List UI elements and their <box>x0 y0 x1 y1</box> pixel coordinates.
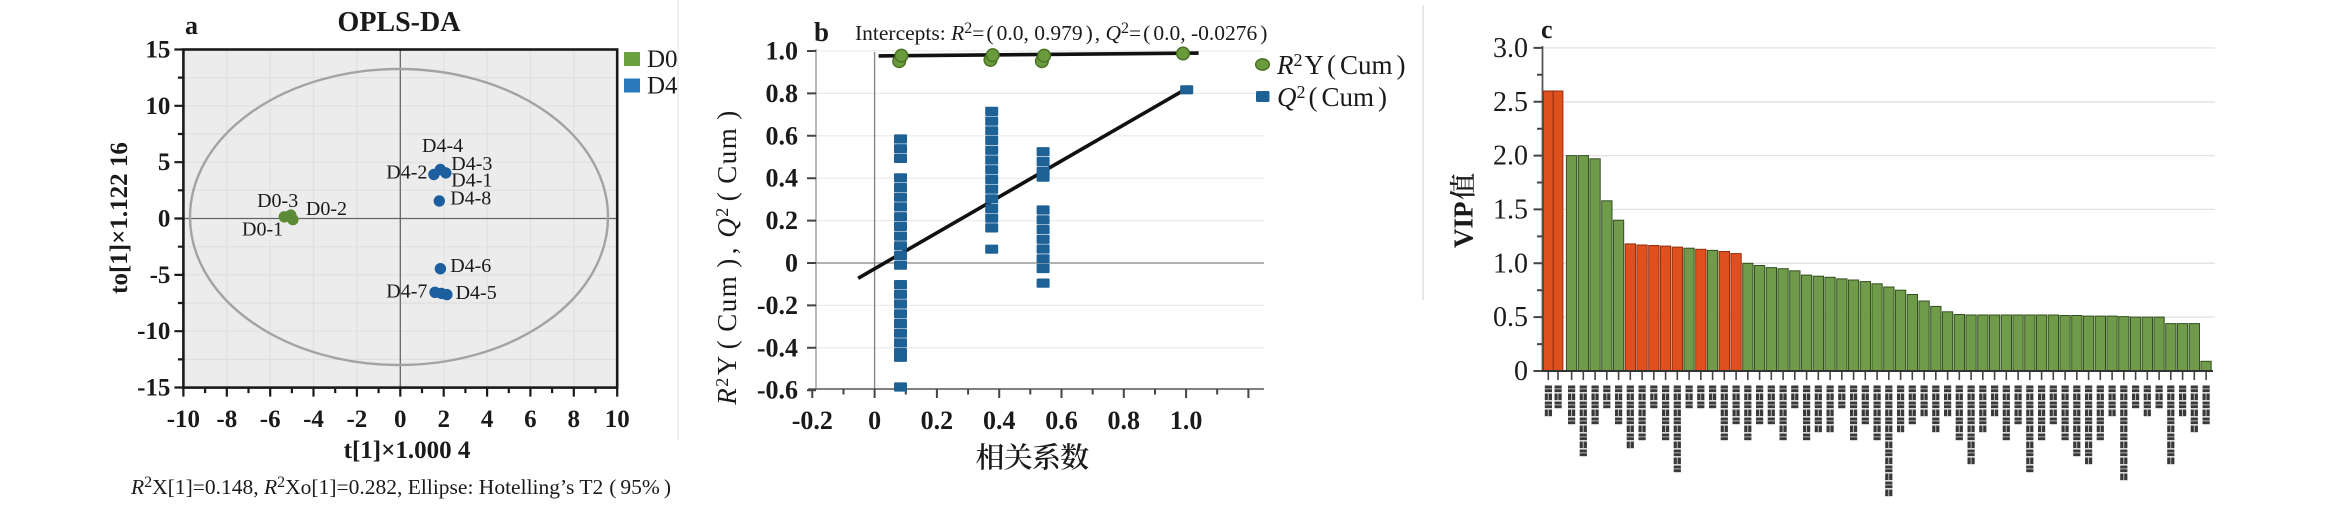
svg-text:D4-1: D4-1 <box>451 169 492 191</box>
svg-text:0: 0 <box>158 206 171 233</box>
svg-text:8: 8 <box>568 406 581 433</box>
svg-text:D0-2: D0-2 <box>306 198 347 220</box>
svg-text:D4-2: D4-2 <box>386 162 427 184</box>
svg-text:0.5: 0.5 <box>1493 302 1528 333</box>
svg-text:-0.2: -0.2 <box>757 291 798 320</box>
svg-text:R2Y(Cum): R2Y(Cum) <box>1276 50 1406 80</box>
svg-text:2.0: 2.0 <box>1493 141 1528 172</box>
svg-text:OPLS-DA: OPLS-DA <box>338 7 462 38</box>
svg-text:5: 5 <box>158 149 171 176</box>
svg-text:a: a <box>185 11 198 40</box>
svg-text:10: 10 <box>145 93 170 120</box>
svg-text:D4: D4 <box>647 73 678 100</box>
svg-text:D4-8: D4-8 <box>450 187 491 209</box>
svg-text:0: 0 <box>785 249 798 278</box>
svg-text:-10: -10 <box>137 318 170 345</box>
svg-text:D4-4: D4-4 <box>422 135 463 157</box>
svg-text:1.0: 1.0 <box>1493 248 1528 279</box>
svg-text:-15: -15 <box>137 375 170 402</box>
svg-text:2.5: 2.5 <box>1493 87 1528 118</box>
svg-text:0.8: 0.8 <box>766 79 799 108</box>
svg-text:c: c <box>1541 15 1553 44</box>
svg-text:D0-1: D0-1 <box>242 218 283 240</box>
svg-text:Intercepts: R2=(0.0, 0.979), Q: Intercepts: R2=(0.0, 0.979), Q2=(0.0, -0… <box>855 20 1267 45</box>
svg-text:0.6: 0.6 <box>1045 406 1078 435</box>
svg-text:1.0: 1.0 <box>1170 406 1203 435</box>
svg-text:R2Y(Cum), Q2(Cum): R2Y(Cum), Q2(Cum) <box>712 109 742 406</box>
svg-text:VIP: VIP <box>1449 202 1479 249</box>
svg-text:0.4: 0.4 <box>766 164 799 193</box>
svg-text:D4-6: D4-6 <box>450 255 491 277</box>
svg-text:1.0: 1.0 <box>766 37 799 66</box>
svg-text:4: 4 <box>481 406 494 433</box>
svg-text:D0: D0 <box>647 46 678 73</box>
svg-text:15: 15 <box>145 37 170 64</box>
svg-text:0: 0 <box>868 406 881 435</box>
svg-text:D0-3: D0-3 <box>257 190 298 212</box>
svg-text:3.0: 3.0 <box>1493 33 1528 64</box>
svg-text:to[1]×1.122 16: to[1]×1.122 16 <box>106 142 133 294</box>
svg-text:0.2: 0.2 <box>766 206 799 235</box>
svg-text:0.2: 0.2 <box>921 406 954 435</box>
svg-text:2: 2 <box>437 406 450 433</box>
svg-text:-0.4: -0.4 <box>757 333 798 362</box>
svg-text:0.6: 0.6 <box>766 121 799 150</box>
svg-text:t[1]×1.000 4: t[1]×1.000 4 <box>344 437 471 464</box>
svg-text:-10: -10 <box>167 406 200 433</box>
svg-text:b: b <box>814 17 829 47</box>
svg-text:D4-3: D4-3 <box>451 153 492 175</box>
svg-text:D4-7: D4-7 <box>386 280 427 302</box>
svg-text:-2: -2 <box>346 406 367 433</box>
svg-text:0.4: 0.4 <box>983 406 1016 435</box>
svg-text:-6: -6 <box>260 406 281 433</box>
svg-text:-0.2: -0.2 <box>792 406 833 435</box>
svg-text:Q2(Cum): Q2(Cum) <box>1277 82 1387 112</box>
svg-text:-8: -8 <box>216 406 237 433</box>
svg-text:0.8: 0.8 <box>1108 406 1141 435</box>
svg-text:1.5: 1.5 <box>1493 194 1528 225</box>
svg-text:-5: -5 <box>150 262 171 289</box>
svg-text:-4: -4 <box>303 406 324 433</box>
svg-text:-0.6: -0.6 <box>757 376 798 405</box>
svg-text:6: 6 <box>524 406 537 433</box>
svg-text:D4-5: D4-5 <box>456 282 497 304</box>
svg-text:10: 10 <box>605 406 630 433</box>
svg-text:0: 0 <box>1514 356 1528 387</box>
svg-text:R2X[1]=0.148, R2Xo[1]=0.282, E: R2X[1]=0.148, R2Xo[1]=0.282, Ellipse: Ho… <box>130 474 671 499</box>
svg-text:0: 0 <box>394 406 407 433</box>
